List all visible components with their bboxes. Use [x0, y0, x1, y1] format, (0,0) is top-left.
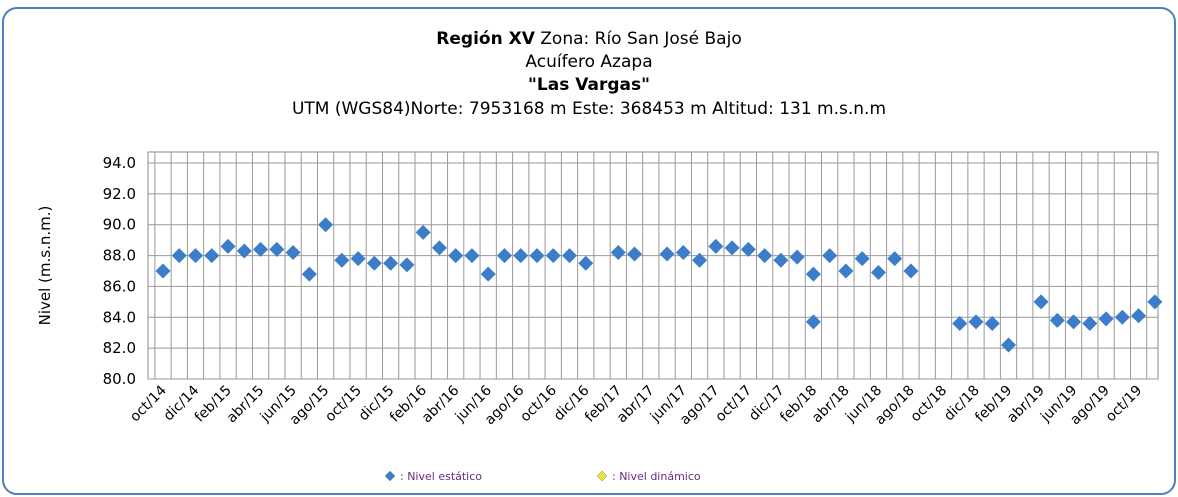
title-line: "Las Vargas" — [528, 75, 650, 95]
data-point — [952, 315, 968, 331]
data-point — [301, 266, 317, 282]
data-point — [1082, 315, 1098, 331]
data-point — [854, 251, 870, 267]
data-point — [285, 244, 301, 260]
data-point — [1066, 314, 1082, 330]
data-point — [805, 266, 821, 282]
title-part: "Las Vargas" — [528, 75, 650, 95]
data-point — [513, 248, 529, 264]
data-point — [708, 238, 724, 254]
title-part: Región XV — [436, 29, 535, 49]
data-point — [334, 252, 350, 268]
data-point — [155, 263, 171, 279]
data-point — [1049, 312, 1065, 328]
data-point — [562, 248, 577, 264]
data-point — [529, 248, 545, 264]
title-part: Zona: Río San José Bajo — [535, 29, 742, 49]
y-tick-label: 80.0 — [103, 370, 136, 388]
data-point — [464, 248, 480, 264]
data-point — [1147, 294, 1163, 310]
data-point — [1001, 337, 1017, 353]
data-point — [724, 240, 740, 256]
data-point — [968, 314, 984, 330]
data-point — [887, 251, 903, 267]
y-tick-label: 86.0 — [103, 277, 136, 295]
data-point — [383, 255, 399, 271]
data-point — [204, 248, 220, 264]
title-line: UTM (WGS84)Norte: 7953168 m Este: 368453… — [292, 99, 886, 119]
plot-area — [147, 151, 1159, 380]
data-point — [805, 314, 821, 330]
data-point — [757, 248, 773, 264]
title-part: Acuífero Azapa — [525, 52, 652, 72]
data-point — [399, 257, 415, 273]
data-point — [269, 241, 285, 257]
data-point — [903, 263, 919, 279]
title-part: UTM (WGS84)Norte: 7953168 m Este: 368453… — [292, 99, 886, 119]
data-point — [789, 249, 805, 265]
data-point — [171, 248, 187, 264]
legend-marker — [596, 470, 608, 482]
y-tick-label: 82.0 — [103, 339, 136, 357]
data-point — [1114, 309, 1130, 325]
data-point — [188, 248, 204, 264]
data-point — [415, 224, 431, 240]
data-point — [1098, 311, 1114, 327]
data-point — [496, 248, 512, 264]
data-point — [220, 238, 236, 254]
data-point — [692, 252, 708, 268]
data-point — [1033, 294, 1049, 310]
data-point — [838, 263, 854, 279]
data-point — [610, 244, 626, 260]
y-tick-label: 94.0 — [103, 154, 136, 172]
data-point — [253, 241, 269, 257]
legend-label: : Nivel dinámico — [612, 470, 701, 483]
data-point — [350, 251, 366, 267]
data-point — [984, 315, 1000, 331]
y-tick-label: 84.0 — [103, 308, 136, 326]
data-point — [318, 217, 334, 233]
data-point — [448, 248, 464, 264]
data-point — [236, 243, 252, 259]
title-line: Acuífero Azapa — [525, 52, 652, 72]
data-point — [578, 255, 594, 271]
title-line: Región XV Zona: Río San José Bajo — [436, 29, 741, 49]
data-point — [627, 246, 643, 262]
data-point — [773, 252, 789, 268]
data-point — [675, 244, 691, 260]
y-tick-label: 90.0 — [103, 216, 136, 234]
data-point — [659, 246, 675, 262]
data-point — [545, 248, 561, 264]
data-point — [431, 240, 447, 256]
data-point — [1131, 308, 1147, 324]
y-tick-label: 92.0 — [103, 185, 136, 203]
y-tick-label: 88.0 — [103, 247, 136, 265]
data-point — [480, 266, 496, 282]
data-point — [366, 255, 382, 271]
legend-marker — [384, 470, 396, 482]
data-point — [822, 248, 838, 264]
data-point — [870, 265, 886, 281]
legend-label: : Nivel estático — [400, 470, 482, 483]
data-point — [740, 241, 756, 257]
y-axis-label: Nivel (m.s.n.m.) — [36, 206, 54, 326]
